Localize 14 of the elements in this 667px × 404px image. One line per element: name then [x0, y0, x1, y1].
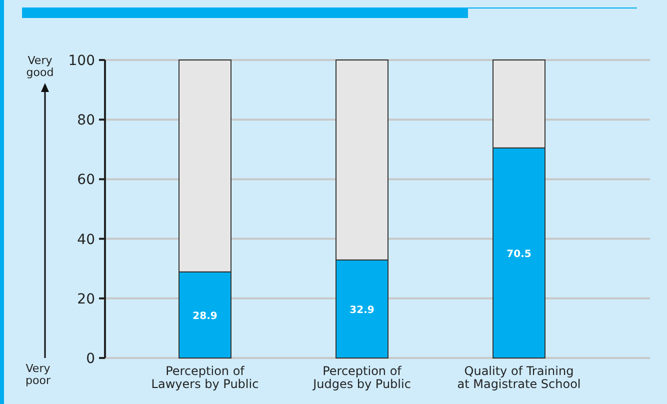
x-tick-label: Perception of Judges by Public [312, 364, 411, 392]
y-tick-label: 0 [86, 351, 95, 367]
data-label: 70.5 [506, 248, 532, 260]
x-tick-label: Quality of Training at Magistrate School [457, 364, 581, 392]
y-tick-label: 80 [77, 112, 95, 129]
y-tick-label: 20 [77, 291, 95, 308]
text: Very good [26, 54, 54, 80]
data-label: 28.9 [192, 310, 218, 322]
text: Very poor [26, 362, 51, 388]
x-tick-label: Perception of Lawyers by Public [151, 364, 259, 392]
y-tick-label: 100 [68, 53, 95, 69]
y-tick-label: 60 [77, 172, 95, 188]
data-label: 32.9 [350, 304, 374, 316]
y-tick-label: 40 [77, 232, 95, 248]
